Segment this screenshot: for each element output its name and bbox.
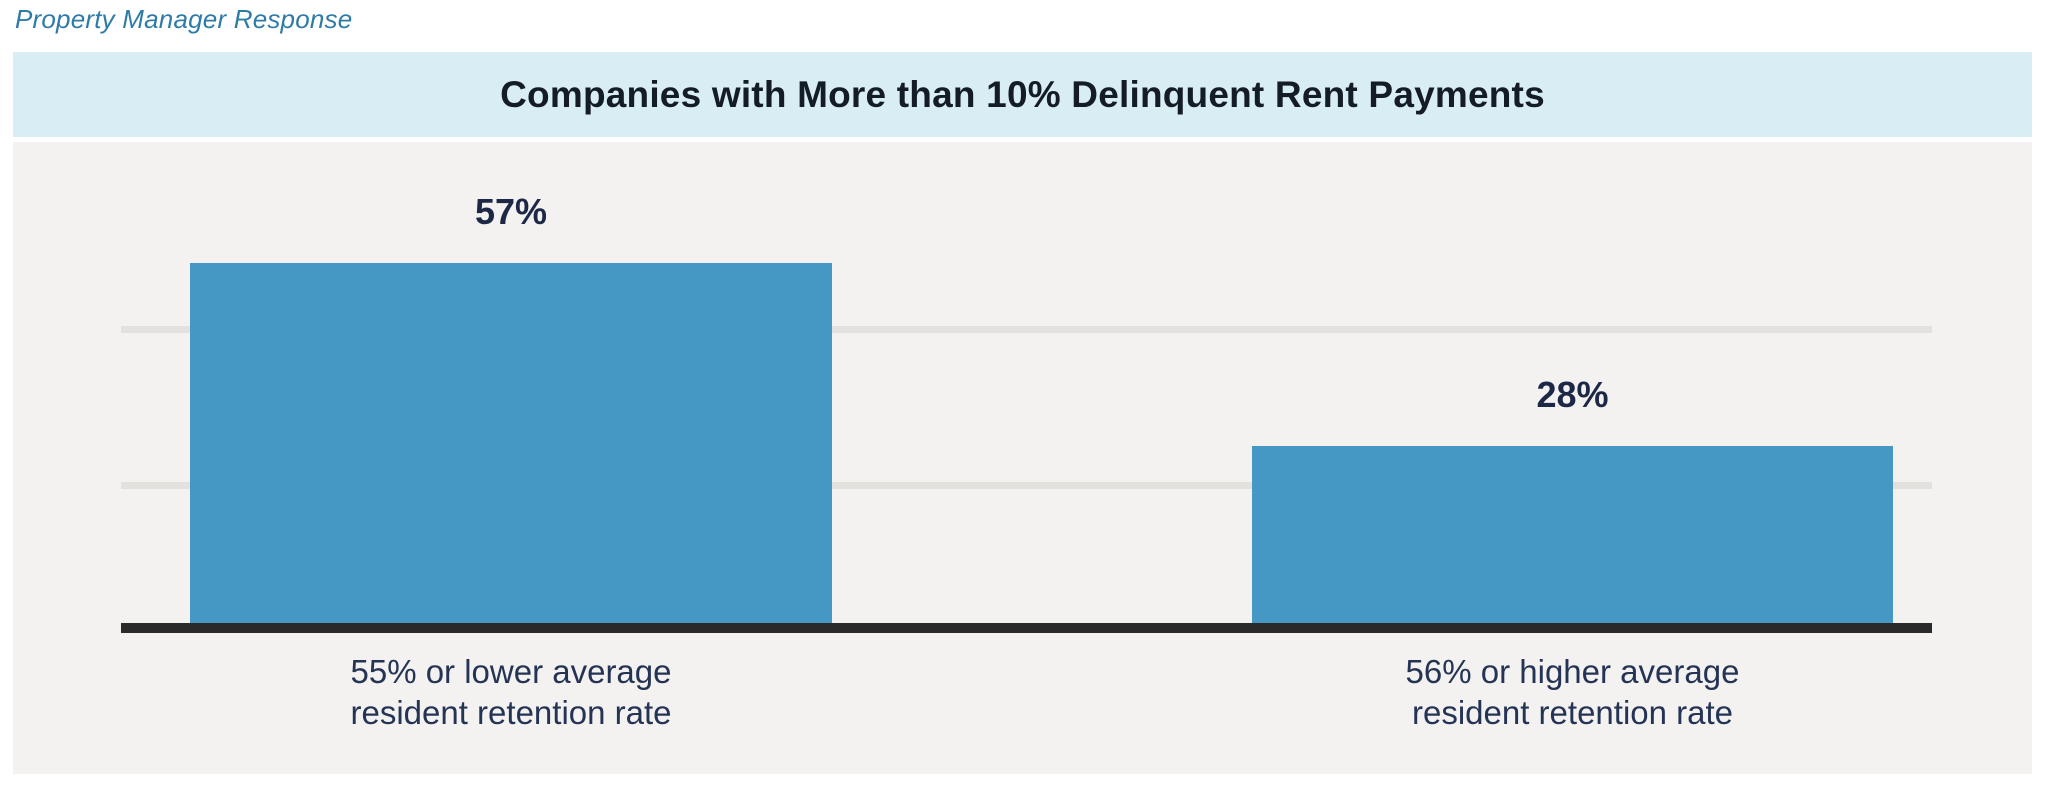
bar-55-or-lower-retention [190, 263, 832, 623]
context-label: Property Manager Response [15, 4, 353, 34]
gridline-lower [121, 482, 1932, 489]
x-axis-baseline [121, 623, 1932, 633]
bar-value-label-55-or-lower: 57% [474, 191, 548, 232]
chart-title: Companies with More than 10% Delinquent … [500, 73, 1545, 115]
chart-title-band: Companies with More than 10% Delinquent … [13, 52, 2032, 137]
bar-56-or-higher-retention [1252, 446, 1893, 623]
category-label-56-or-higher: 56% or higher average resident retention… [1405, 653, 1740, 731]
bar-chart: 57% 28% 55% or lower average resident re… [13, 142, 2032, 774]
gridline-upper [121, 326, 1932, 333]
category-label-55-or-lower: 55% or lower average resident retention … [350, 653, 672, 731]
bar-value-label-56-or-higher: 28% [1536, 374, 1609, 415]
